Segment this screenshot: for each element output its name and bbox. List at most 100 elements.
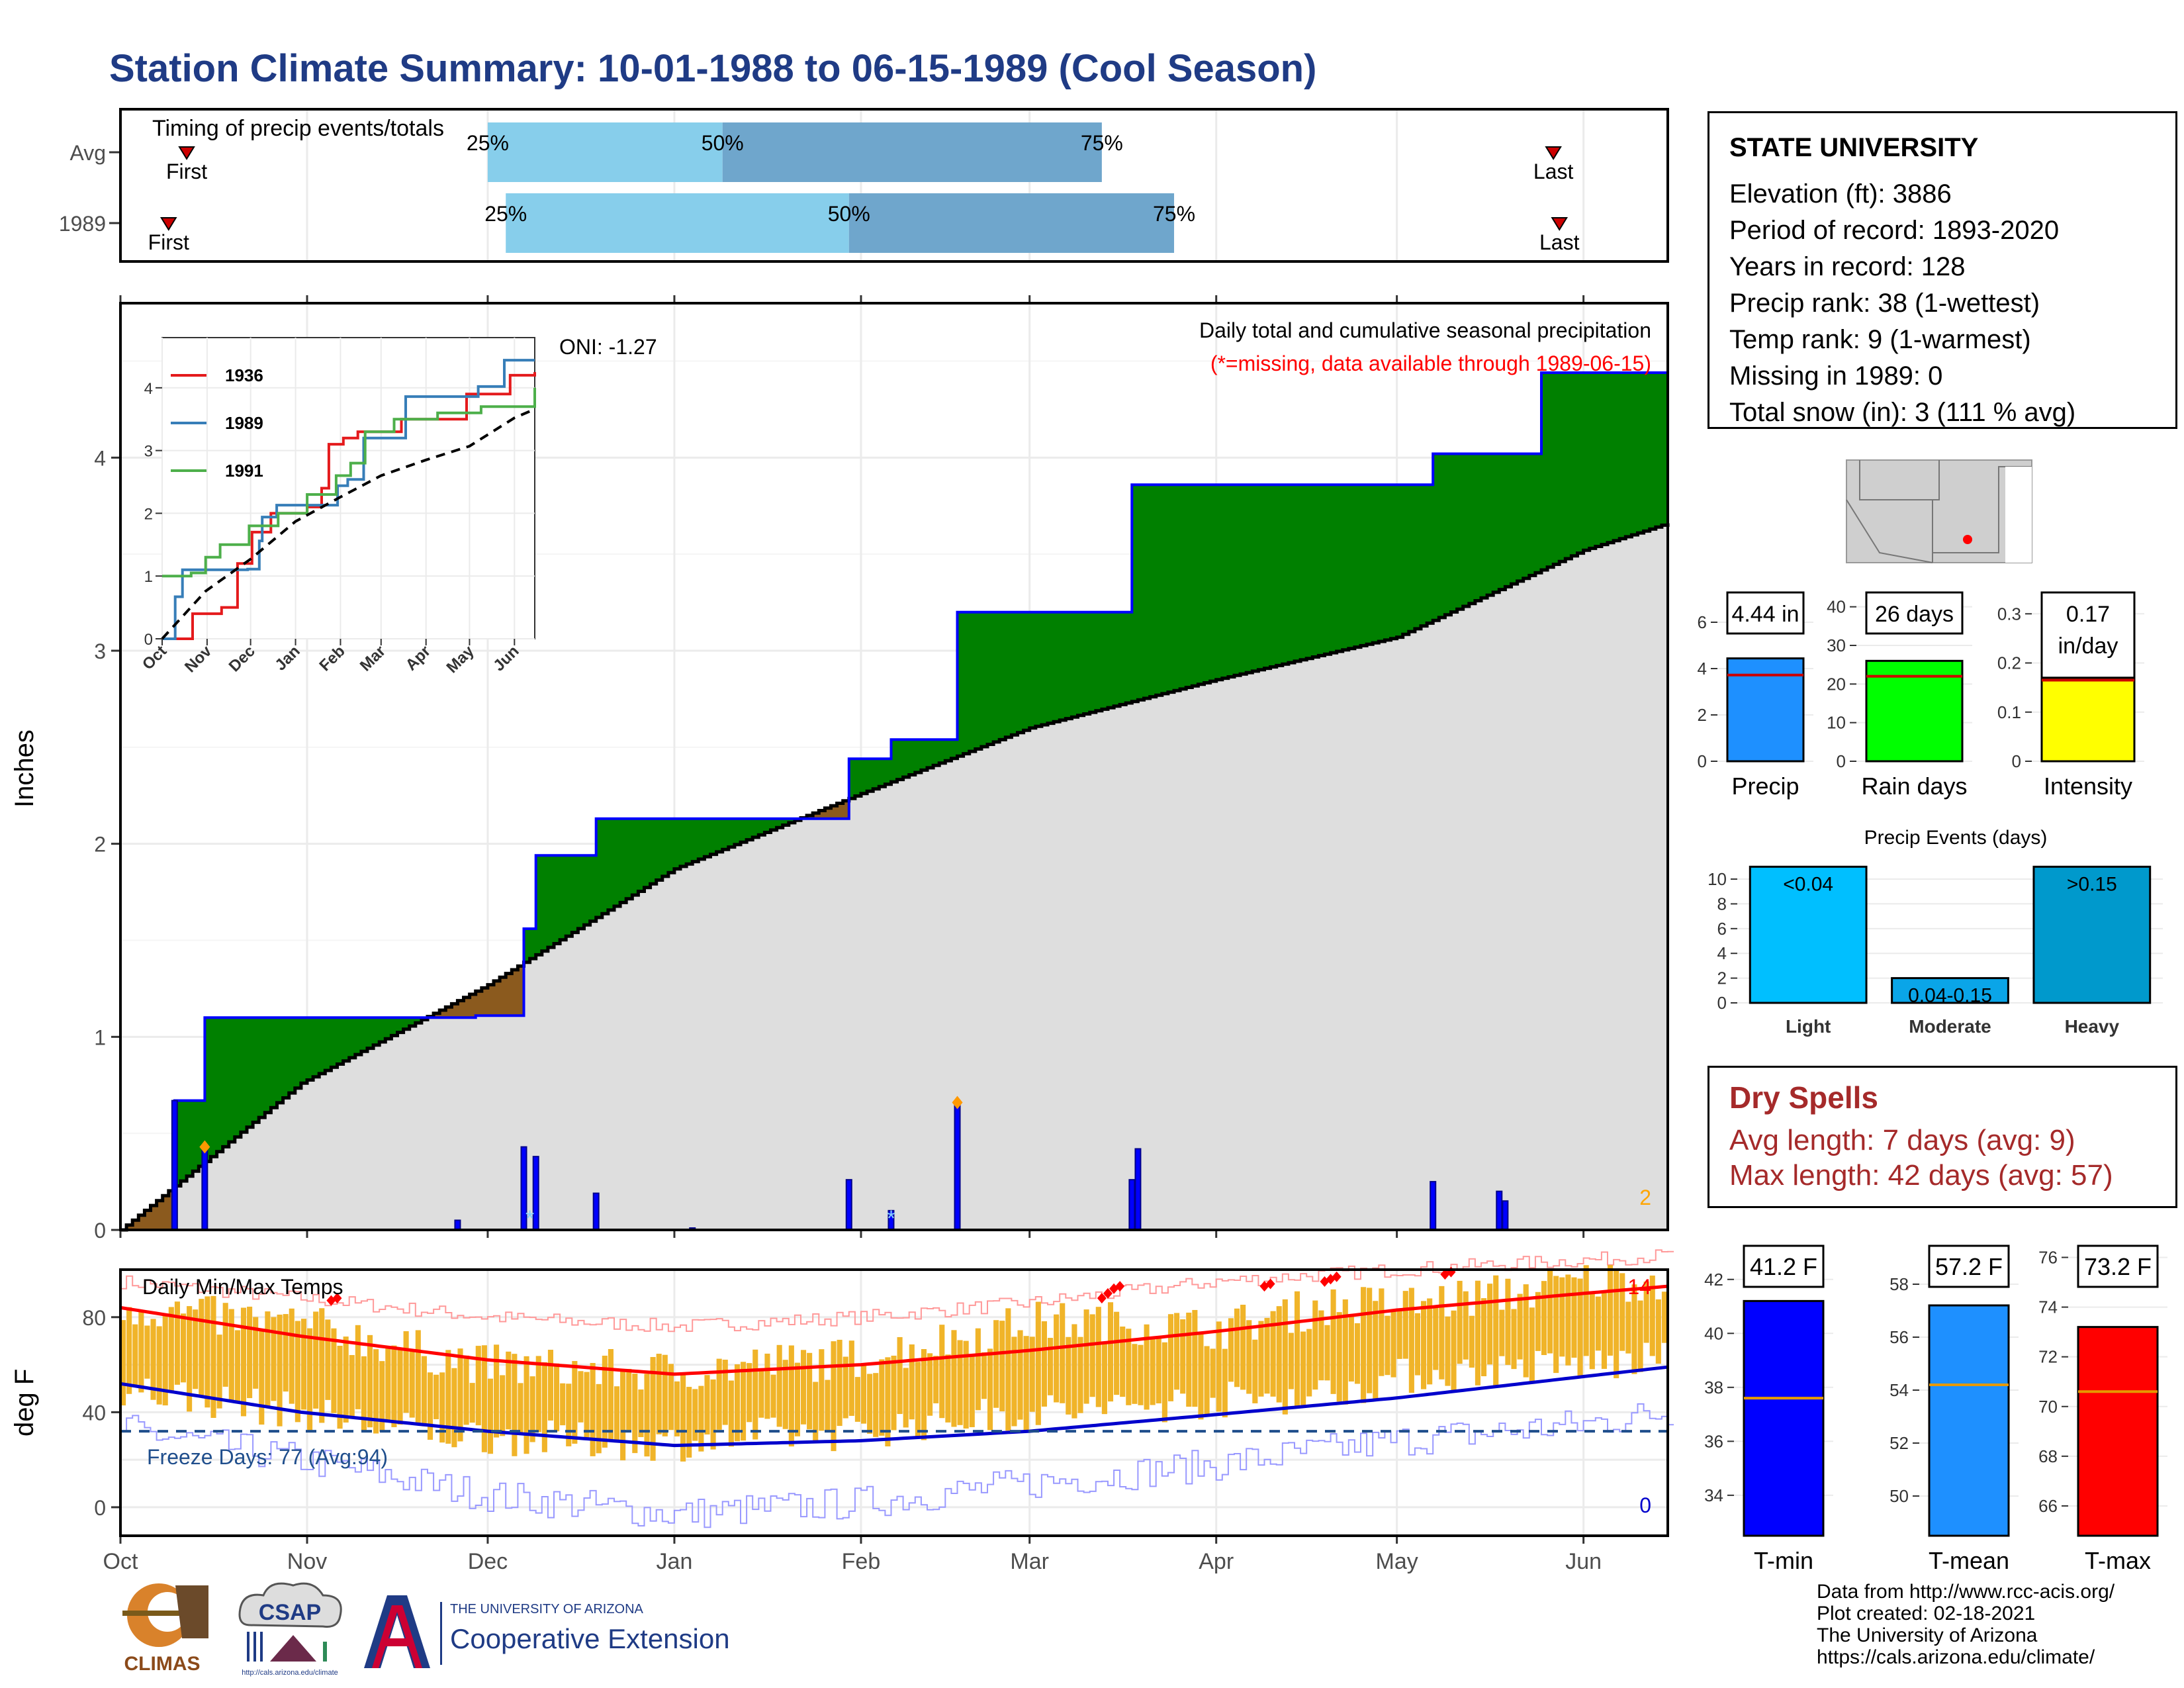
inset-series-line xyxy=(162,372,536,640)
csap-url: http://cals.arizona.edu/climate xyxy=(242,1669,338,1677)
temp-daily-bar xyxy=(1186,1312,1192,1407)
temp-daily-bar xyxy=(1132,1344,1138,1404)
precip-ytick-label: 2 xyxy=(94,833,106,857)
temp-daily-bar xyxy=(1445,1316,1451,1386)
temp-record-high-marker xyxy=(1097,1293,1107,1304)
rank-ytick-label: 40 xyxy=(1827,597,1846,617)
rank-ytick-label: 0.3 xyxy=(1997,604,2021,624)
temp-daily-bar xyxy=(265,1311,271,1407)
rank-bar xyxy=(2040,677,2136,763)
temp-daily-bar xyxy=(1577,1278,1583,1378)
temp-daily-bar xyxy=(1120,1326,1126,1397)
temp-daily-bar xyxy=(1138,1344,1144,1405)
temp-daily-bar xyxy=(686,1387,692,1458)
temp-daily-bar xyxy=(523,1356,529,1454)
precip-ytick-label: 3 xyxy=(94,639,106,663)
temp-daily-bar xyxy=(1469,1315,1475,1368)
temp-daily-bar xyxy=(710,1379,716,1450)
events-category-label: Moderate xyxy=(1909,1016,1991,1037)
temp-daily-bar xyxy=(1414,1313,1421,1376)
temp-daily-bar xyxy=(518,1383,523,1434)
temp-daily-bar xyxy=(463,1355,469,1425)
timing-last-marker xyxy=(1545,146,1562,160)
temp-daily-bar xyxy=(1614,1270,1619,1379)
temp-daily-bar xyxy=(1402,1291,1408,1359)
temp-daily-bar xyxy=(1150,1339,1156,1405)
temp-daily-bar xyxy=(1385,1315,1390,1376)
rank-category-label: Precip xyxy=(1731,773,1799,800)
temp-record-min-line xyxy=(120,1403,1674,1528)
temp-daily-bar xyxy=(825,1380,831,1431)
events-category-label: Light xyxy=(1786,1016,1831,1037)
map-gulf xyxy=(2005,467,2032,563)
credit-line: Data from http://www.rcc-acis.org/ xyxy=(1817,1581,2115,1603)
timing-first-label: First xyxy=(148,230,189,254)
temp-daily-bar xyxy=(300,1319,307,1410)
tempbar-bar xyxy=(2077,1326,2159,1537)
temp-daily-bar xyxy=(253,1317,259,1389)
temp-daily-bar xyxy=(662,1354,668,1436)
temp-daily-bar xyxy=(963,1340,969,1429)
temp-ytick-label: 40 xyxy=(82,1401,106,1425)
temp-daily-bar xyxy=(415,1330,421,1425)
station-period: Period of record: 1893-2020 xyxy=(1729,216,2060,245)
temp-daily-bar xyxy=(1505,1278,1511,1365)
tempbar-ytick-label: 74 xyxy=(2038,1297,2058,1317)
temp-daily-bar xyxy=(1601,1293,1608,1369)
temp-daily-bar xyxy=(1643,1281,1649,1343)
temp-daily-bar xyxy=(1373,1301,1379,1400)
timing-bar-q2 xyxy=(487,122,723,182)
temp-daily-bar xyxy=(481,1345,487,1452)
ua-logo xyxy=(364,1595,430,1668)
temp-daily-bar xyxy=(674,1381,680,1436)
temp-daily-bar xyxy=(391,1345,397,1427)
csap-logo: CSAP http://cals.arizona.edu/climate xyxy=(238,1582,342,1677)
temp-daily-bar xyxy=(433,1374,439,1419)
events-ytick-label: 10 xyxy=(1707,869,1727,889)
events-bar-label: >0.15 xyxy=(2067,873,2117,895)
temp-daily-bar xyxy=(873,1373,879,1437)
temp-daily-bar xyxy=(1246,1320,1252,1394)
temp-daily-bar xyxy=(1312,1300,1318,1390)
temp-daily-bar xyxy=(1511,1309,1517,1370)
temp-daily-bar xyxy=(1264,1317,1270,1394)
temp-daily-bar xyxy=(205,1296,210,1408)
temp-daily-bar xyxy=(927,1353,933,1416)
temp-daily-bar xyxy=(1523,1284,1529,1378)
temp-daily-bar xyxy=(728,1380,734,1447)
timing-last-label: Last xyxy=(1539,230,1580,254)
temp-daily-bar xyxy=(1054,1314,1060,1403)
temp-daily-bar xyxy=(1517,1293,1523,1360)
temp-daily-bar xyxy=(1228,1318,1234,1382)
temp-daily-bar xyxy=(1559,1277,1565,1357)
temp-avg-max-line xyxy=(120,1284,1668,1376)
temp-daily-bar xyxy=(506,1351,512,1430)
temp-daily-bar xyxy=(1457,1280,1463,1364)
credit-line: Plot created: 02-18-2021 xyxy=(1817,1603,2036,1624)
csap-logo-text: CSAP xyxy=(259,1600,321,1625)
timing-last-marker xyxy=(1551,217,1569,231)
temp-daily-bar xyxy=(981,1352,987,1399)
events-bar xyxy=(2032,865,2152,1004)
temp-daily-bar xyxy=(228,1309,234,1401)
temp-daily-bar xyxy=(1565,1274,1571,1366)
temp-daily-bar xyxy=(1216,1321,1222,1412)
temp-daily-bar xyxy=(409,1351,415,1418)
station-precip-rank: Precip rank: 38 (1-wettest) xyxy=(1729,289,2040,318)
temp-daily-bar xyxy=(975,1328,981,1411)
temp-daily-bar xyxy=(1553,1276,1559,1374)
tempbar-ytick-label: 66 xyxy=(2038,1496,2058,1516)
temp-daily-bar xyxy=(1270,1311,1276,1397)
temp-daily-bar xyxy=(1595,1296,1601,1351)
temp-daily-bar xyxy=(776,1344,782,1427)
temp-daily-bar xyxy=(614,1386,620,1443)
tempbar-value-label: 41.2 F xyxy=(1750,1253,1817,1280)
temp-daily-bar xyxy=(1306,1329,1312,1397)
temp-daily-bar xyxy=(1234,1308,1240,1387)
temp-daily-bar xyxy=(1276,1306,1282,1403)
timing-panel-border xyxy=(119,108,1669,263)
temp-daily-bar xyxy=(1493,1275,1499,1388)
temp-record-high-marker xyxy=(332,1293,342,1304)
temp-daily-bar xyxy=(1192,1309,1198,1407)
timing-p25-label: 25% xyxy=(484,202,527,226)
